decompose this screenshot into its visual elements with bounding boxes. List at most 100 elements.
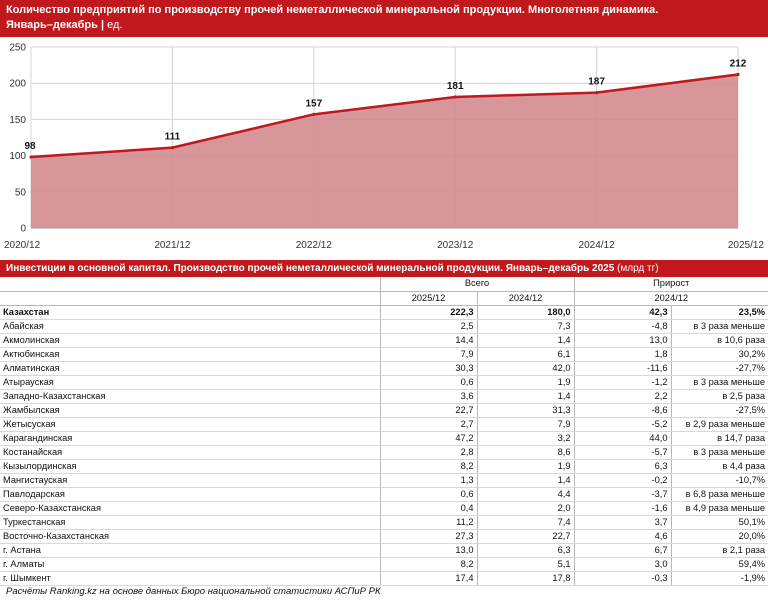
table-row: г. Алматы 8,2 5,1 3,0 59,4% [0, 557, 768, 572]
value-2024-cell: 6,3 [477, 543, 575, 558]
table-header-row-periods: 2025/12 2024/12 2024/12 [0, 291, 768, 306]
value-2024-cell: 4,4 [477, 487, 575, 502]
value-2025-cell: 14,4 [380, 333, 478, 348]
growth-absolute-cell: 3,7 [574, 515, 672, 530]
value-2025-cell: 1,3 [380, 473, 478, 488]
value-2025-cell: 30,3 [380, 361, 478, 376]
value-2025-cell: 0,6 [380, 487, 478, 502]
x-tick-label: 2025/12 [728, 240, 765, 251]
x-tick-label: 2020/12 [4, 240, 41, 251]
value-2025-cell: 13,0 [380, 543, 478, 558]
growth-relative-cell: 30,2% [671, 347, 768, 362]
growth-absolute-cell: -1,2 [574, 375, 672, 390]
value-2025-cell: 22,7 [380, 403, 478, 418]
value-2024-cell: 7,3 [477, 319, 575, 334]
growth-absolute-cell: 3,0 [574, 557, 672, 572]
region-header-cell [0, 277, 381, 292]
x-tick-label: 2023/12 [437, 240, 474, 251]
growth-absolute-cell: 6,3 [574, 459, 672, 474]
region-name-cell: г. Астана [0, 543, 381, 558]
growth-relative-cell: в 4,9 раза меньше [671, 501, 768, 516]
growth-absolute-cell: 13,0 [574, 333, 672, 348]
data-point [453, 95, 457, 99]
growth-relative-cell: в 2,9 раза меньше [671, 417, 768, 432]
table-row: Казахстан 222,3 180,0 42,3 23,5% [0, 305, 768, 320]
table-row: г. Астана 13,0 6,3 6,7 в 2,1 раза [0, 543, 768, 558]
region-name-cell: Атырауская [0, 375, 381, 390]
value-2025-cell: 3,6 [380, 389, 478, 404]
table-row: Алматинская 30,3 42,0 -11,6 -27,7% [0, 361, 768, 376]
growth-absolute-cell: -0,2 [574, 473, 672, 488]
value-2025-cell: 27,3 [380, 529, 478, 544]
growth-absolute-cell: -0,3 [574, 571, 672, 586]
growth-relative-cell: в 3 раза меньше [671, 445, 768, 460]
x-tick-label: 2022/12 [296, 240, 333, 251]
table-row: Жетысуская 2,7 7,9 -5,2 в 2,9 раза меньше [0, 417, 768, 432]
growth-relative-cell: 20,0% [671, 529, 768, 544]
region-name-cell: Жетысуская [0, 417, 381, 432]
table-header-row-groups: Всего Прирост [0, 277, 768, 292]
value-2025-cell: 11,2 [380, 515, 478, 530]
area-chart: 0 50 100 150 200 250 2020/12 2021/12 2022/12 2023… [4, 43, 765, 252]
data-point [29, 155, 33, 159]
table-title: Инвестиции в основной капитал. Производс… [6, 263, 615, 274]
value-2025-cell: 0,6 [380, 375, 478, 390]
value-2025-cell: 2,8 [380, 445, 478, 460]
table-unit: (млрд тг) [617, 263, 659, 274]
growth-absolute-cell: 4,6 [574, 529, 672, 544]
column-header-2024: 2024/12 [477, 291, 575, 306]
region-name-cell: Костанайская [0, 445, 381, 460]
chart-subtitle: Январь–декабрь | ед. [6, 19, 123, 31]
growth-absolute-cell: -8,6 [574, 403, 672, 418]
source-footnote: Расчёты Ranking.kz на основе данных Бюро… [6, 586, 381, 597]
region-name-cell: Актюбинская [0, 347, 381, 362]
chart-series [29, 72, 740, 229]
value-2025-cell: 2,7 [380, 417, 478, 432]
data-point [170, 146, 174, 150]
growth-relative-cell: в 10,6 раза [671, 333, 768, 348]
table-row: Абайская 2,5 7,3 -4,8 в 3 раза меньше [0, 319, 768, 334]
growth-relative-cell: в 2,1 раза [671, 543, 768, 558]
value-2025-cell: 47,2 [380, 431, 478, 446]
total-group-header: Всего [380, 277, 575, 292]
y-tick-label: 250 [9, 43, 26, 54]
growth-relative-cell: в 14,7 раза [671, 431, 768, 446]
table-row: Павлодарская 0,6 4,4 -3,7 в 6,8 раза меньше [0, 487, 768, 502]
value-2025-cell: 0,4 [380, 501, 478, 516]
growth-absolute-cell: -11,6 [574, 361, 672, 376]
chart-period: Январь–декабрь [6, 19, 98, 31]
data-point [595, 91, 599, 95]
data-label: 111 [165, 132, 181, 143]
value-2024-cell: 1,4 [477, 473, 575, 488]
value-2024-cell: 3,2 [477, 431, 575, 446]
value-2024-cell: 17,8 [477, 571, 575, 586]
value-2024-cell: 1,4 [477, 333, 575, 348]
data-label: 181 [447, 81, 464, 92]
x-tick-label: 2021/12 [154, 240, 191, 251]
value-2024-cell: 7,4 [477, 515, 575, 530]
y-tick-label: 0 [20, 224, 26, 235]
growth-absolute-cell: 44,0 [574, 431, 672, 446]
value-2024-cell: 1,9 [477, 375, 575, 390]
y-tick-label: 200 [9, 79, 26, 90]
value-2024-cell: 8,6 [477, 445, 575, 460]
data-label: 187 [588, 77, 605, 88]
x-tick-label: 2024/12 [579, 240, 616, 251]
value-2024-cell: 1,4 [477, 389, 575, 404]
data-point [736, 72, 740, 77]
chart-title-banner: Количество предприятий по производству п… [0, 0, 768, 37]
growth-absolute-cell: -3,7 [574, 487, 672, 502]
data-label: 98 [24, 141, 36, 152]
value-2025-cell: 7,9 [380, 347, 478, 362]
growth-relative-cell: -1,9% [671, 571, 768, 586]
table-row: Костанайская 2,8 8,6 -5,7 в 3 раза меньше [0, 445, 768, 460]
table-row: Мангистауская 1,3 1,4 -0,2 -10,7% [0, 473, 768, 488]
region-name-cell: г. Алматы [0, 557, 381, 572]
region-name-cell: Западно-Казахстанская [0, 389, 381, 404]
data-label: 157 [305, 98, 322, 109]
region-name-cell: Павлодарская [0, 487, 381, 502]
growth-absolute-cell: -5,2 [574, 417, 672, 432]
region-name-cell: Акмолинская [0, 333, 381, 348]
table-row: Кызылординская 8,2 1,9 6,3 в 4,4 раза [0, 459, 768, 474]
growth-relative-cell: в 4,4 раза [671, 459, 768, 474]
